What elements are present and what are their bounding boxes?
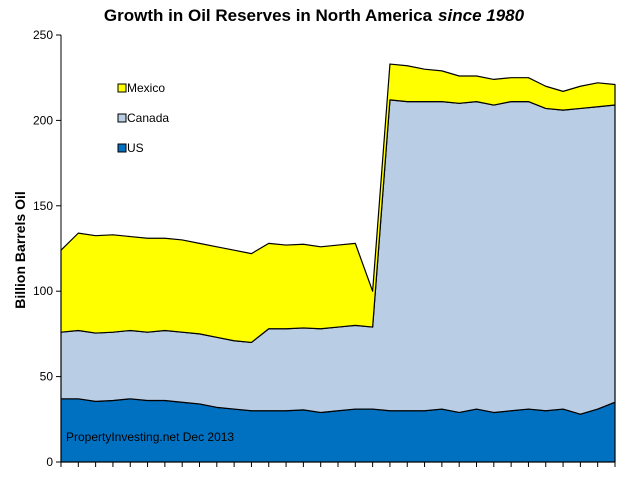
legend-swatch-canada	[117, 113, 127, 123]
chart-title-main: Growth in Oil Reserves in North America	[103, 6, 433, 25]
area-mexico	[60, 63, 616, 344]
legend-label-mexico: Mexico	[127, 81, 165, 95]
legend-swatch-mexico	[117, 83, 127, 93]
axes	[56, 34, 616, 467]
y-tick-label: 250	[33, 28, 53, 42]
chart-title: Growth in Oil Reserves in North America s…	[0, 6, 628, 26]
legend: Mexico Canada US	[117, 81, 169, 155]
y-tick-label: 200	[33, 113, 53, 127]
y-axis-label: Billion Barrels Oil	[12, 191, 28, 308]
area-series-group	[60, 63, 616, 463]
legend-label-canada: Canada	[127, 111, 169, 125]
y-tick-label: 100	[33, 284, 53, 298]
tick-labels: 0 50 100 150 200 250	[33, 28, 53, 469]
y-tick-label: 50	[40, 370, 54, 384]
chart-title-emphasis: since 1980	[438, 6, 525, 25]
y-tick-label: 0	[46, 455, 53, 469]
y-tick-label: 150	[33, 199, 53, 213]
watermark: PropertyInvesting.net Dec 2013	[66, 430, 234, 444]
legend-label-us: US	[127, 141, 144, 155]
legend-swatch-us	[117, 143, 127, 153]
